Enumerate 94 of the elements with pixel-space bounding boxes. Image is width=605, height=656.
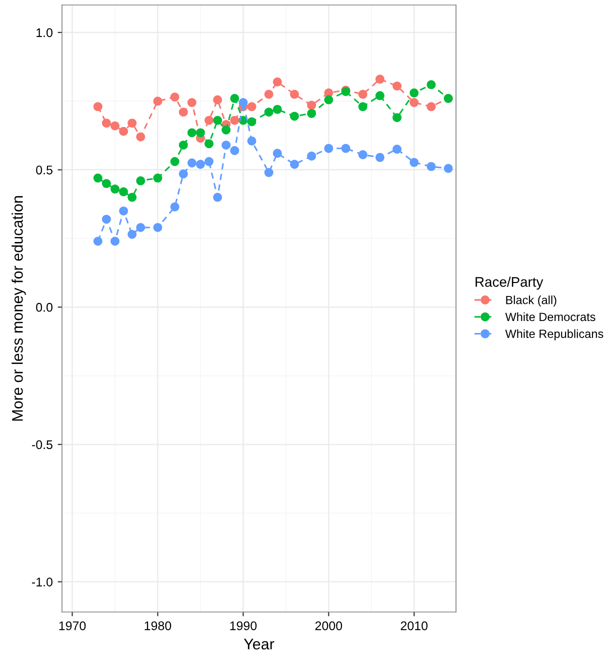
point	[392, 144, 402, 154]
point	[426, 102, 436, 112]
point	[358, 102, 368, 112]
point	[187, 98, 196, 108]
y-tick-label: 1.0	[36, 28, 52, 38]
point	[264, 168, 274, 178]
point	[204, 157, 214, 166]
point	[213, 95, 222, 104]
y-tick-label: -0.5	[32, 440, 52, 450]
point	[153, 96, 162, 106]
point	[153, 222, 162, 232]
legend-label: White Republicans	[505, 329, 604, 340]
point	[307, 100, 316, 110]
point	[93, 236, 102, 246]
y-tick-label: 0.0	[36, 302, 52, 312]
point	[426, 162, 436, 172]
point	[222, 125, 231, 134]
legend-label: White Democrats	[505, 312, 596, 322]
point	[247, 136, 256, 146]
point	[230, 116, 240, 125]
x-tick-label: 1990	[230, 621, 257, 630]
x-tick-label: 1980	[144, 621, 172, 630]
point	[230, 146, 240, 156]
point	[170, 92, 180, 102]
point	[290, 90, 299, 99]
point	[426, 80, 436, 90]
point	[204, 139, 214, 148]
point	[187, 158, 196, 168]
legend-title: Race/Party	[476, 276, 544, 290]
point	[410, 98, 419, 108]
point	[119, 126, 128, 136]
x-tick-label: 2000	[315, 621, 342, 630]
point	[93, 174, 102, 183]
point	[272, 77, 282, 86]
point	[119, 206, 128, 216]
point	[290, 112, 299, 121]
x-axis-title: Year	[244, 638, 274, 650]
x-tick-label: 1970	[59, 621, 86, 630]
point	[204, 116, 214, 125]
point	[110, 236, 120, 246]
point	[264, 90, 274, 99]
point	[102, 214, 111, 224]
point	[230, 94, 240, 103]
point	[153, 174, 162, 183]
y-axis-title: More or less money for education	[12, 196, 26, 421]
point	[110, 184, 120, 194]
point	[410, 88, 419, 98]
point	[196, 128, 205, 138]
point	[324, 144, 334, 153]
point	[307, 108, 316, 118]
point	[392, 82, 402, 91]
point	[375, 152, 384, 162]
point	[375, 74, 384, 84]
point	[170, 202, 180, 212]
point	[110, 121, 120, 130]
point	[307, 152, 316, 161]
point	[178, 108, 188, 117]
point	[375, 91, 384, 100]
point	[222, 140, 231, 150]
point	[358, 90, 368, 99]
point	[264, 108, 274, 117]
point	[247, 117, 256, 126]
point	[392, 113, 402, 122]
point	[136, 222, 146, 232]
x-tick-label: 2010	[400, 621, 428, 630]
legend-label: Black (all)	[506, 296, 556, 307]
point	[128, 192, 137, 202]
point	[102, 118, 111, 128]
point	[324, 95, 334, 104]
point	[410, 158, 419, 167]
point	[178, 169, 188, 178]
point	[136, 176, 146, 186]
point	[272, 104, 282, 114]
point	[238, 98, 248, 108]
point	[444, 164, 453, 173]
point	[187, 128, 196, 138]
point	[136, 132, 146, 142]
point	[196, 160, 205, 169]
point	[170, 157, 180, 166]
point	[290, 160, 299, 169]
y-tick-label: -1.0	[32, 578, 52, 586]
point	[341, 144, 350, 153]
point	[213, 116, 222, 125]
point	[178, 140, 188, 150]
point	[102, 179, 111, 188]
point	[358, 150, 368, 160]
point	[119, 187, 128, 196]
point	[247, 102, 256, 112]
point	[93, 102, 102, 112]
point	[128, 230, 137, 239]
y-tick-label: 0.5	[36, 166, 52, 174]
point	[128, 118, 137, 128]
point	[213, 192, 222, 202]
point	[272, 148, 282, 158]
